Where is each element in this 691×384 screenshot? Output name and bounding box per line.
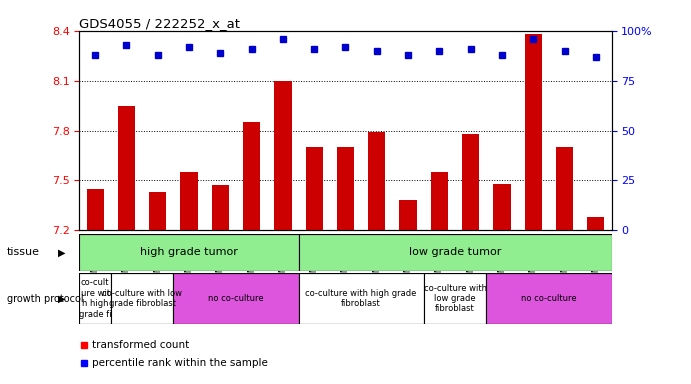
Bar (299, 234, 612, 271)
Bar (173, 273, 299, 324)
Text: no co-culture: no co-culture (208, 294, 264, 303)
Bar (368, 132, 386, 230)
Bar (274, 81, 292, 230)
Bar (111, 273, 173, 324)
Bar (493, 184, 511, 230)
Bar (305, 147, 323, 230)
Bar (424, 273, 486, 324)
Text: co-cult
ure wit
h high
grade fi: co-cult ure wit h high grade fi (79, 278, 111, 319)
Text: ▶: ▶ (59, 293, 66, 304)
Bar (79, 273, 111, 324)
Text: growth protocol: growth protocol (7, 293, 84, 304)
Bar (211, 185, 229, 230)
Bar (299, 273, 424, 324)
Text: co-culture with low
grade fibroblast: co-culture with low grade fibroblast (102, 289, 182, 308)
Text: co-culture with
low grade
fibroblast: co-culture with low grade fibroblast (424, 284, 486, 313)
Text: low grade tumor: low grade tumor (409, 247, 501, 258)
Bar (117, 106, 135, 230)
Bar (149, 192, 167, 230)
Bar (180, 172, 198, 230)
Text: percentile rank within the sample: percentile rank within the sample (92, 358, 268, 368)
Bar (556, 147, 574, 230)
Bar (79, 234, 299, 271)
Text: tissue: tissue (7, 247, 40, 258)
Text: transformed count: transformed count (92, 340, 189, 350)
Bar (587, 217, 605, 230)
Text: co-culture with high grade
fibroblast: co-culture with high grade fibroblast (305, 289, 417, 308)
Bar (86, 189, 104, 230)
Text: GDS4055 / 222252_x_at: GDS4055 / 222252_x_at (79, 17, 240, 30)
Text: high grade tumor: high grade tumor (140, 247, 238, 258)
Bar (430, 172, 448, 230)
Text: ▶: ▶ (59, 247, 66, 258)
Bar (337, 147, 354, 230)
Bar (486, 273, 612, 324)
Bar (462, 134, 480, 230)
Bar (524, 34, 542, 230)
Bar (243, 122, 261, 230)
Bar (399, 200, 417, 230)
Text: no co-culture: no co-culture (521, 294, 577, 303)
